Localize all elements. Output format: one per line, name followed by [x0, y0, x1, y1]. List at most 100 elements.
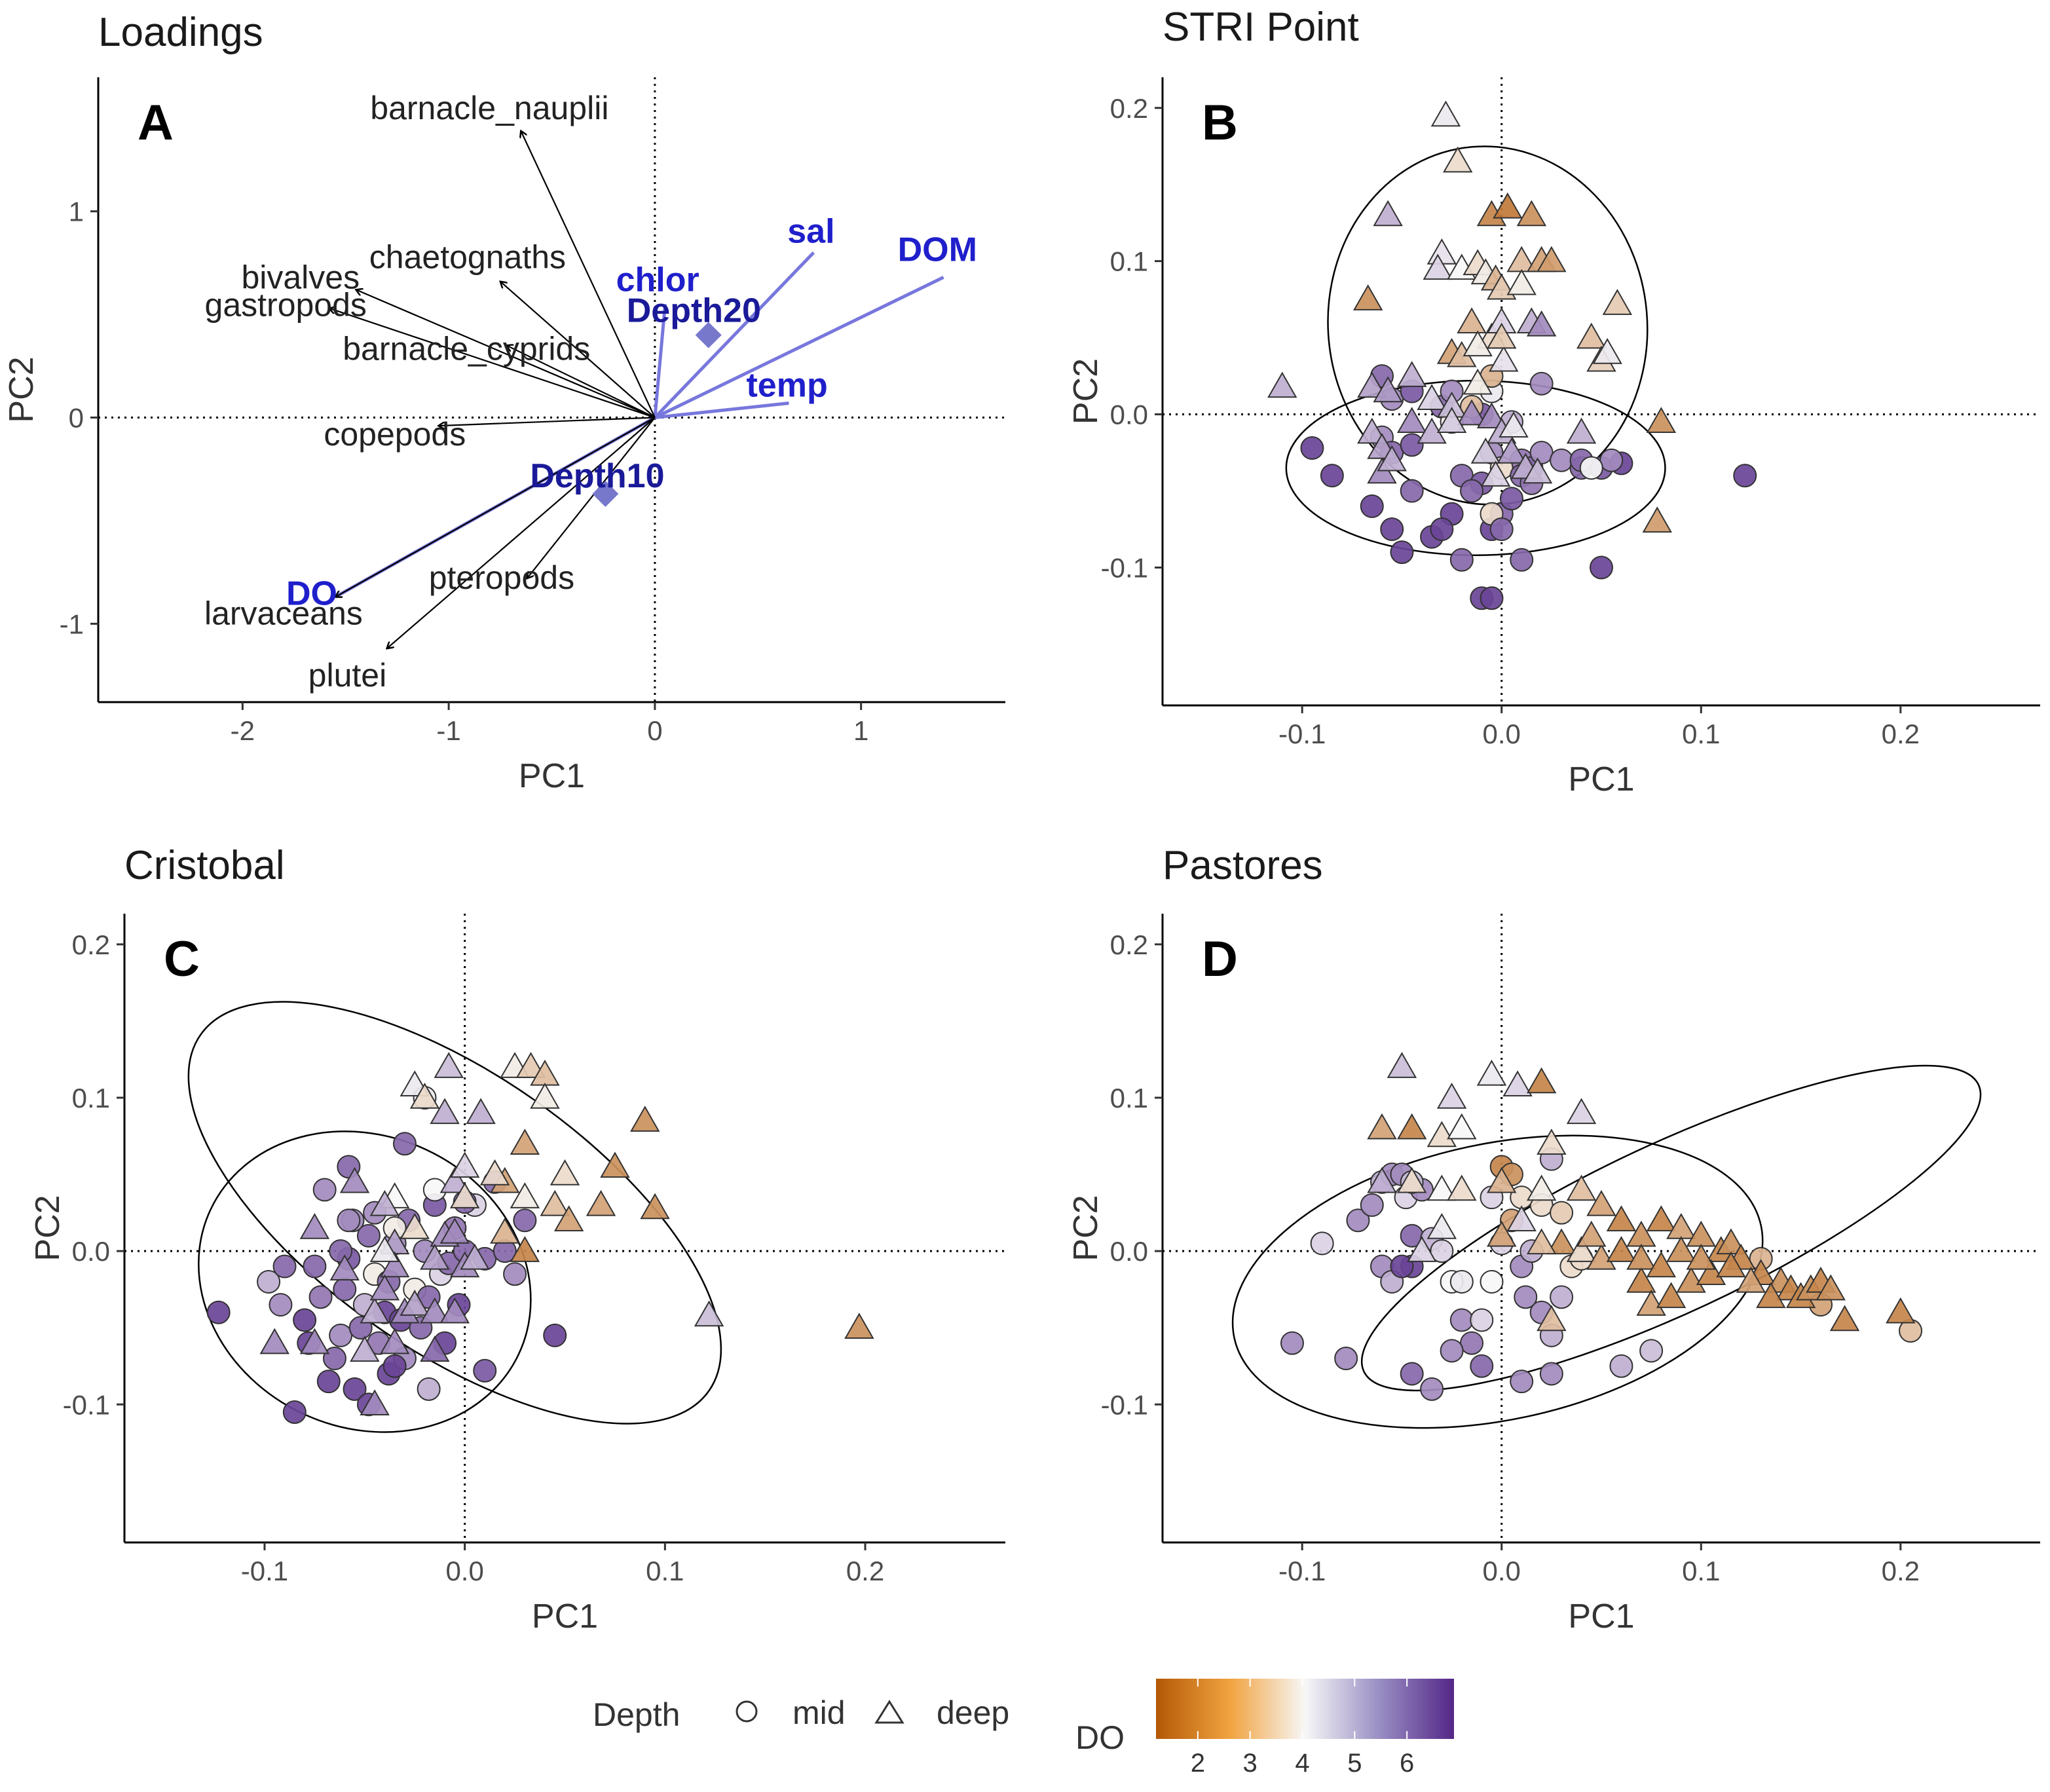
data-point-mid — [312, 1178, 337, 1202]
data-point-mid — [1489, 517, 1514, 542]
data-point-deep — [490, 1218, 520, 1244]
data-point-deep — [1756, 1282, 1786, 1309]
data-point-deep — [299, 1212, 330, 1239]
x-axis-title: PC1 — [519, 757, 585, 795]
data-point-mid — [503, 1262, 527, 1286]
data-point-deep — [1426, 1212, 1457, 1239]
env-label-dom: DOM — [898, 231, 977, 269]
data-point-mid — [1390, 1254, 1414, 1279]
species-vector-larvaceans — [335, 417, 656, 597]
x-tick-label: 0.0 — [1483, 1556, 1521, 1586]
data-point-mid — [1550, 1285, 1574, 1309]
env-label-temp: temp — [746, 366, 827, 404]
data-point-mid — [316, 1370, 341, 1394]
data-point-deep — [1816, 1274, 1846, 1301]
data-point-deep — [540, 1189, 570, 1216]
data-point-deep — [553, 1205, 584, 1232]
data-point-mid — [1430, 517, 1454, 542]
data-point-mid — [329, 1323, 353, 1347]
data-point-deep — [510, 1236, 540, 1262]
data-point-deep — [1396, 361, 1427, 387]
data-point-deep — [369, 1274, 400, 1301]
data-point-mid — [1480, 586, 1504, 610]
panel-c-title: Cristobal — [124, 843, 285, 888]
data-point-deep — [420, 1297, 450, 1324]
data-point-mid — [1550, 448, 1574, 472]
data-point-mid — [1460, 1331, 1484, 1355]
data-point-deep — [1646, 1205, 1677, 1232]
y-tick-label: 0.1 — [1110, 246, 1148, 277]
data-point-deep — [1487, 1167, 1517, 1193]
data-point-mid — [1310, 1231, 1334, 1256]
data-point-mid — [1470, 1354, 1494, 1378]
data-point-deep — [694, 1300, 724, 1327]
x-tick-label: -1 — [436, 715, 460, 746]
data-point-deep — [1592, 338, 1622, 364]
x-tick-label: -0.1 — [241, 1556, 288, 1586]
data-point-mid — [1400, 479, 1424, 503]
data-point-deep — [1463, 330, 1493, 357]
data-point-mid — [1300, 436, 1324, 460]
data-point-deep — [1502, 1070, 1533, 1096]
data-point-mid — [206, 1300, 231, 1324]
x-tick-label: 0.0 — [445, 1556, 483, 1586]
env-vector-chlor — [653, 304, 667, 418]
data-point-deep — [369, 1189, 400, 1216]
data-point-deep — [1430, 100, 1461, 127]
data-point-deep — [466, 1098, 496, 1125]
x-tick-label: 0.1 — [1682, 719, 1720, 749]
y-tick-label: -0.1 — [63, 1389, 110, 1420]
x-tick-label: 0.0 — [1483, 719, 1521, 749]
data-point-mid — [1420, 1377, 1444, 1401]
data-point-deep — [1487, 322, 1517, 349]
data-point-mid — [382, 1354, 407, 1378]
data-point-deep — [1367, 1167, 1397, 1193]
panel-d-pastores: -0.1 0.0 0.1 0.2 -0.1 0.0 0.1 0.2 PC1 PC2 D — [1067, 914, 2040, 1635]
species-vector-barnacle-nauplii — [521, 131, 656, 418]
data-point-deep — [1576, 1220, 1607, 1247]
data-point-mid — [513, 1208, 537, 1233]
data-point-mid — [1449, 1308, 1474, 1332]
factor-diamond-depth20 — [695, 322, 722, 348]
y-axis-title: PC2 — [1067, 1195, 1105, 1261]
legend-mid-label: mid — [792, 1694, 846, 1731]
data-point-mid — [1430, 1239, 1454, 1263]
data-point-mid — [1449, 1269, 1474, 1294]
data-point-mid — [392, 1132, 417, 1156]
data-point-deep — [515, 1052, 546, 1078]
data-point-deep — [1696, 1259, 1726, 1285]
species-label-plutei: plutei — [308, 657, 387, 694]
data-point-deep — [1470, 438, 1501, 464]
data-point-deep — [439, 1167, 470, 1193]
x-tick-label: 0.1 — [646, 1556, 684, 1586]
colorbar-tick-label: 6 — [1400, 1749, 1414, 1778]
data-point-deep — [1373, 376, 1403, 403]
data-point-deep — [350, 1335, 380, 1362]
x-tick-label: -0.1 — [1278, 719, 1326, 749]
data-point-deep — [1546, 1228, 1576, 1255]
data-point-mid — [1510, 1370, 1534, 1394]
data-point-mid — [333, 1277, 357, 1301]
data-point-deep — [630, 1106, 660, 1132]
data-point-mid — [269, 1293, 293, 1317]
species-vector-barnacle-cyprids — [506, 345, 656, 419]
colorbar-tick-label: 3 — [1243, 1749, 1258, 1778]
data-point-mid — [308, 1285, 333, 1309]
species-label-pteropods: pteropods — [429, 559, 574, 596]
data-point-mid — [1460, 479, 1484, 503]
data-point-mid — [1380, 517, 1404, 542]
data-point-mid — [1280, 1331, 1304, 1355]
panel-label-c: C — [164, 931, 200, 987]
data-point-deep — [600, 1151, 630, 1178]
data-point-deep — [1736, 1266, 1766, 1293]
data-point-deep — [409, 1082, 440, 1109]
x-tick-label: 0 — [647, 715, 662, 746]
legend-deep-label: deep — [937, 1694, 1009, 1731]
data-point-deep — [1716, 1251, 1746, 1278]
y-tick-label: -0.1 — [1101, 552, 1148, 583]
data-point-deep — [1357, 417, 1387, 444]
data-point-deep — [329, 1254, 360, 1280]
data-point-mid — [1346, 1208, 1370, 1233]
y-tick-label: -0.1 — [1101, 1389, 1148, 1420]
data-point-deep — [460, 1243, 490, 1270]
